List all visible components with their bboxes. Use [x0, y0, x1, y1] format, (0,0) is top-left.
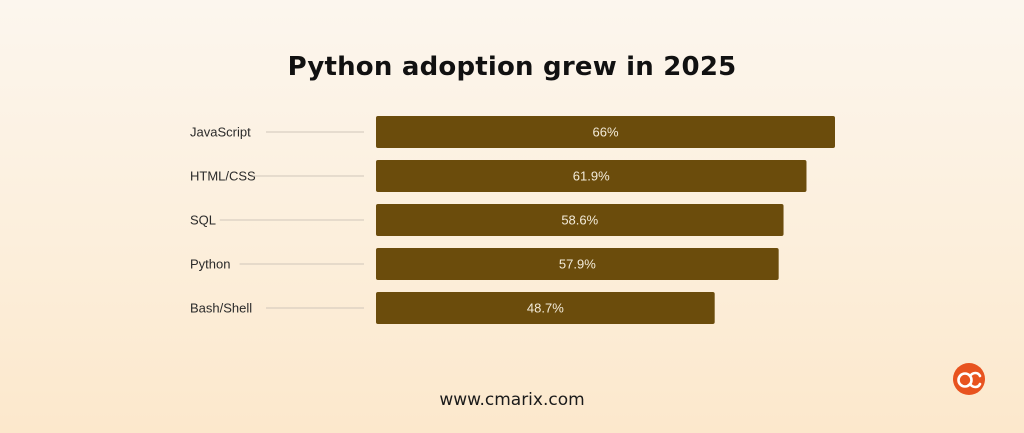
bars-group: JavaScript 66% HTML/CSS 61.9% SQL 58.6% Python… — [190, 116, 835, 324]
bar — [376, 204, 784, 236]
data-label: 61.9% — [573, 169, 610, 184]
bar — [376, 248, 779, 280]
bar — [376, 292, 715, 324]
data-label: 66% — [592, 125, 618, 140]
category-label: SQL — [190, 213, 216, 228]
category-label: Bash/Shell — [190, 301, 252, 316]
data-label: 48.7% — [527, 301, 564, 316]
category-label: HTML/CSS — [190, 169, 256, 184]
bar — [376, 160, 807, 192]
data-label: 58.6% — [561, 213, 598, 228]
footer-url[interactable]: www.cmarix.com — [439, 390, 585, 410]
data-label: 57.9% — [559, 257, 596, 272]
bar — [376, 116, 835, 148]
category-label: Python — [190, 257, 230, 272]
cmarix-logo-icon — [953, 363, 985, 395]
chart-title: Python adoption grew in 2025 — [287, 52, 737, 82]
category-label: JavaScript — [190, 125, 251, 140]
